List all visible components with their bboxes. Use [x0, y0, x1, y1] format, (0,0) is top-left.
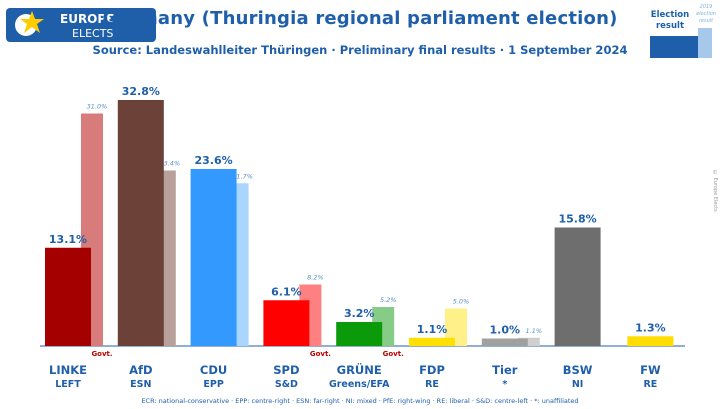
party-label: GRÜNE [336, 363, 382, 377]
govt-label: Govt. [309, 350, 331, 358]
value-label: 13.1% [49, 233, 87, 246]
legend-current-swatch [650, 36, 698, 58]
legend-prev-line1: 2019 [699, 4, 713, 10]
logo-line1: EUROPE [60, 12, 114, 26]
prev-bar-tier [517, 337, 540, 346]
copyright: © Europe Elects [712, 170, 718, 212]
chart-title: Germany (Thuringia regional parliament e… [102, 8, 618, 29]
chart-subtitle: Source: Landeswahlleiter Thüringen · Pre… [92, 43, 628, 57]
value-label: 32.8% [122, 85, 160, 98]
bar-afd [117, 100, 164, 346]
bar-bsw [554, 227, 601, 346]
prev-value-label: 8.2% [307, 274, 324, 282]
value-label: 23.6% [195, 154, 233, 167]
party-label: AfD [129, 363, 153, 377]
value-label: 1.1% [417, 323, 448, 336]
group-label: NI [571, 379, 584, 390]
party-label: SPD [273, 363, 300, 377]
group-label: RE [425, 379, 439, 390]
legend: Election result 2019 election result [648, 2, 718, 62]
bar-fdp [409, 337, 455, 346]
bar-cdu [190, 169, 237, 346]
bar-linke [45, 247, 91, 346]
legend-current-line2: result [655, 21, 685, 31]
group-label: * [502, 379, 508, 390]
prev-value-label: 23.4% [159, 160, 180, 168]
group-label: S&D [274, 379, 298, 390]
party-label: LINKE [49, 363, 87, 377]
party-label: Tier [492, 363, 518, 377]
group-label: Greens/EFA [328, 379, 390, 390]
value-label: 1.3% [635, 321, 666, 334]
bar-tier [481, 338, 528, 346]
prev-value-label: 1.1% [526, 327, 543, 335]
footer-glossary: ECR: national-conservative · EPP: centre… [141, 397, 579, 405]
group-label: ESN [130, 379, 152, 390]
value-label: 15.8% [559, 213, 597, 226]
value-label: 6.1% [271, 285, 302, 298]
bar-spd [263, 300, 310, 346]
legend-prev-line3: result [698, 18, 714, 24]
prev-value-label: 5.0% [453, 298, 470, 306]
group-label: LEFT [55, 379, 81, 390]
europe-elects-logo: EUROPE ELECTS [6, 8, 156, 42]
legend-previous-swatch [698, 28, 712, 58]
party-label: CDU [199, 363, 228, 377]
legend-prev-line2: election [696, 11, 716, 17]
value-label: 1.0% [490, 324, 521, 337]
value-label: 3.2% [344, 307, 375, 320]
prev-bar-fdp [445, 308, 467, 346]
party-label: BSW [562, 363, 593, 377]
group-label: RE [643, 379, 658, 390]
prev-value-label: 31.0% [87, 103, 108, 111]
group-label: EPP [203, 379, 224, 390]
star-icon [20, 11, 44, 33]
party-label: FW [640, 363, 661, 377]
bar-grüne [336, 322, 383, 346]
legend-current-line1: Election [650, 10, 690, 20]
bar-fw [627, 336, 674, 346]
prev-value-label: 21.7% [232, 172, 253, 180]
govt-label: Govt. [382, 350, 404, 358]
party-label: FDP [419, 363, 445, 377]
prev-value-label: 5.2% [380, 296, 397, 304]
govt-label: Govt. [91, 350, 113, 358]
logo-line2: ELECTS [72, 27, 113, 40]
